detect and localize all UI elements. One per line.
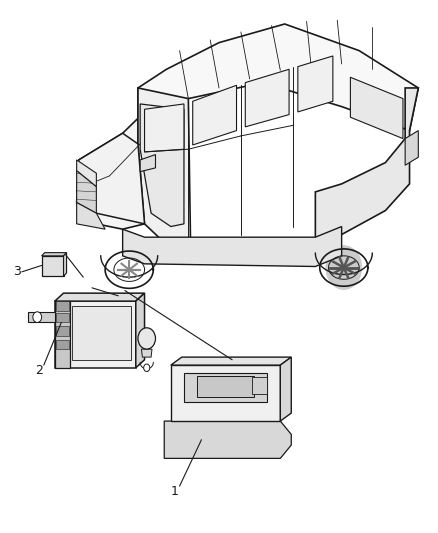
Polygon shape [77,88,149,229]
Polygon shape [77,133,145,224]
Polygon shape [55,301,70,368]
Polygon shape [42,256,64,276]
Polygon shape [64,253,67,276]
Polygon shape [138,24,418,131]
Circle shape [325,245,362,290]
Polygon shape [145,104,184,152]
Polygon shape [42,253,67,256]
Circle shape [138,328,155,349]
Polygon shape [315,88,418,243]
Text: 3: 3 [13,265,21,278]
Polygon shape [184,373,267,402]
Polygon shape [56,340,69,349]
Text: 2: 2 [35,364,43,377]
Polygon shape [197,376,254,397]
Polygon shape [56,301,69,311]
Polygon shape [245,69,289,127]
Polygon shape [72,306,131,360]
Polygon shape [171,357,291,365]
Polygon shape [28,312,55,322]
Polygon shape [141,349,152,357]
Polygon shape [171,365,280,421]
Polygon shape [350,77,403,139]
Polygon shape [56,326,69,336]
Polygon shape [77,160,96,187]
Polygon shape [298,56,333,112]
Polygon shape [140,155,155,172]
Text: 1: 1 [171,485,179,498]
Polygon shape [193,85,237,145]
Polygon shape [405,131,418,165]
Circle shape [144,364,150,372]
Polygon shape [55,293,145,301]
Polygon shape [56,313,69,322]
Polygon shape [55,301,136,368]
Polygon shape [77,203,105,229]
Polygon shape [77,171,96,213]
Circle shape [33,312,42,322]
Polygon shape [280,357,291,421]
Polygon shape [123,227,342,266]
Polygon shape [252,377,267,394]
Polygon shape [136,293,145,368]
Polygon shape [138,88,191,243]
Polygon shape [140,104,184,227]
Polygon shape [164,421,291,458]
